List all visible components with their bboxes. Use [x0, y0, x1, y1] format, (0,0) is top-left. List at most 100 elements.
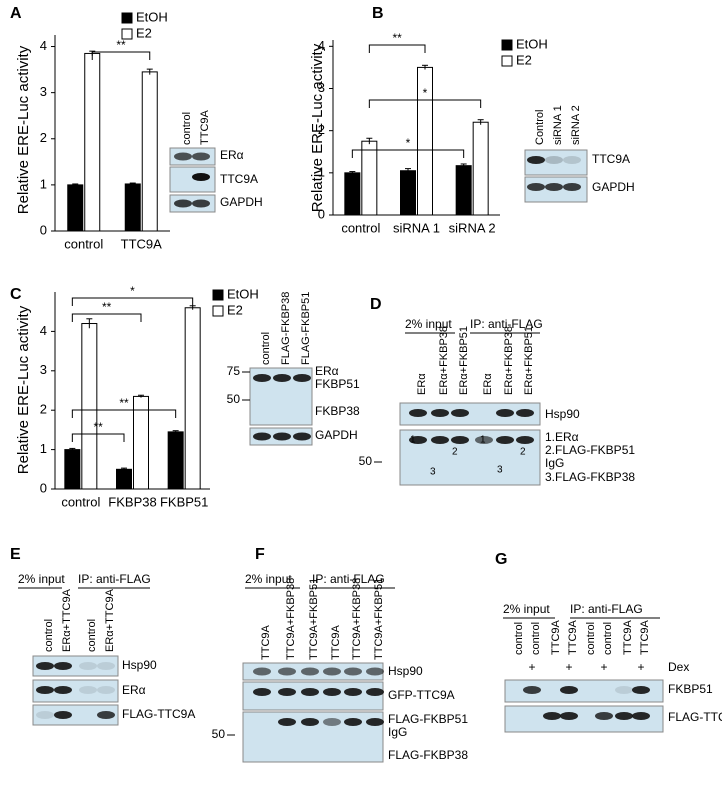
significance-label: *	[130, 284, 135, 298]
significance-label: **	[93, 420, 103, 434]
blot-strip	[32, 679, 119, 703]
lane-label: ERα+TTC9A	[61, 588, 73, 652]
band-label: Hsp90	[545, 407, 580, 421]
band-label: IgG	[545, 456, 564, 470]
band-label: 1.ERα	[545, 430, 579, 444]
x-tick-label: siRNA 1	[393, 220, 440, 235]
band-label: GAPDH	[592, 180, 635, 194]
significance-bracket	[368, 44, 426, 53]
y-axis-label: Relative ERE-Luc activity	[15, 305, 32, 474]
legend-label: EtOH	[516, 36, 548, 51]
lane-label: TTC9A	[550, 620, 562, 656]
x-tick-label: control	[341, 220, 380, 235]
lane-label: TTC9A	[260, 625, 272, 661]
panel-label: D	[370, 296, 382, 313]
lane-label: control	[602, 622, 614, 655]
band-label: IgG	[388, 725, 407, 739]
blot-band	[563, 156, 581, 164]
blot-band	[54, 662, 72, 670]
blot-band	[516, 436, 534, 444]
lane-label: control	[181, 112, 193, 145]
band-label: ERα	[315, 364, 339, 378]
bar	[184, 307, 201, 490]
significance-bracket	[71, 297, 194, 306]
y-axis-label: Relative ERE-Luc activity	[309, 43, 326, 212]
blot-band	[97, 686, 115, 694]
x-tick-label: TTC9A	[121, 236, 163, 251]
bar	[167, 431, 184, 490]
bar	[472, 121, 489, 216]
blot-strip	[242, 681, 384, 711]
lane-label: TTC9A+FKBP38	[351, 578, 363, 660]
significance-bracket	[351, 149, 465, 158]
group-label: IP: anti-FLAG	[470, 317, 543, 331]
group-label: 2% input	[503, 602, 550, 616]
band-label: FLAG-TTC9	[668, 710, 722, 724]
y-tick-label: 1	[40, 176, 47, 191]
blot-band	[174, 199, 192, 208]
significance-label: **	[392, 31, 402, 45]
blot-band	[560, 686, 578, 694]
blot-band	[278, 688, 296, 696]
lane-label: control	[43, 619, 55, 652]
x-tick-label: control	[61, 494, 100, 509]
blot-band	[273, 432, 291, 441]
significance-bracket	[91, 51, 151, 60]
significance-bracket	[71, 433, 125, 442]
dex-sign: +	[600, 660, 607, 674]
y-axis-label: Relative ERE-Luc activity	[15, 45, 32, 214]
blot-band	[431, 436, 449, 444]
band-label: FKBP38	[315, 404, 360, 418]
blot-band	[278, 667, 296, 676]
lane-label: siRNA 2	[570, 105, 582, 145]
y-tick-label: 2	[40, 130, 47, 145]
blot-band	[632, 686, 650, 694]
band-label: FLAG-FKBP38	[388, 748, 468, 762]
blot-band	[344, 667, 362, 676]
blot-band	[36, 711, 54, 719]
y-tick-label: 0	[318, 206, 325, 221]
lane-label: TTC9A	[567, 620, 579, 656]
y-tick-label: 4	[318, 38, 325, 53]
bar	[116, 468, 132, 490]
bar	[64, 449, 81, 490]
blot-band	[79, 662, 97, 670]
blot-band	[545, 156, 563, 164]
legend-swatch	[501, 39, 513, 51]
blot-band	[451, 436, 469, 444]
legend-label: E2	[136, 25, 152, 40]
blot-band	[543, 712, 561, 720]
blot-band	[301, 688, 319, 696]
band-label: 3.FLAG-FKBP38	[545, 470, 635, 484]
significance-label: **	[102, 300, 112, 314]
legend-swatch	[121, 28, 133, 40]
group-label: IP: anti-FLAG	[312, 572, 385, 586]
bar	[361, 140, 378, 216]
band-number: 2	[452, 447, 458, 458]
lane-label: control	[530, 622, 542, 655]
band-number: 1	[410, 435, 416, 446]
lane-label: control	[86, 619, 98, 652]
blot-band	[54, 711, 72, 719]
blot-band	[36, 686, 54, 694]
lane-label: control	[260, 332, 272, 365]
band-label: TTC9A	[592, 152, 630, 166]
lane-label: ERα	[416, 373, 428, 395]
significance-bracket	[71, 409, 177, 418]
panel-label: E	[10, 546, 21, 563]
blot-band	[344, 718, 362, 726]
blot-strip	[169, 166, 216, 193]
blot-band	[323, 667, 341, 676]
blot-band	[516, 409, 534, 417]
bar	[344, 172, 361, 216]
band-label: ERα	[220, 148, 244, 162]
bar	[81, 323, 98, 490]
size-marker: 50	[359, 454, 373, 468]
panel-label: B	[372, 5, 384, 22]
bar	[124, 183, 141, 232]
lane-label: Control	[534, 110, 546, 145]
lane-label: ERα+FKBP51	[458, 326, 470, 395]
band-number: 2	[520, 447, 526, 458]
